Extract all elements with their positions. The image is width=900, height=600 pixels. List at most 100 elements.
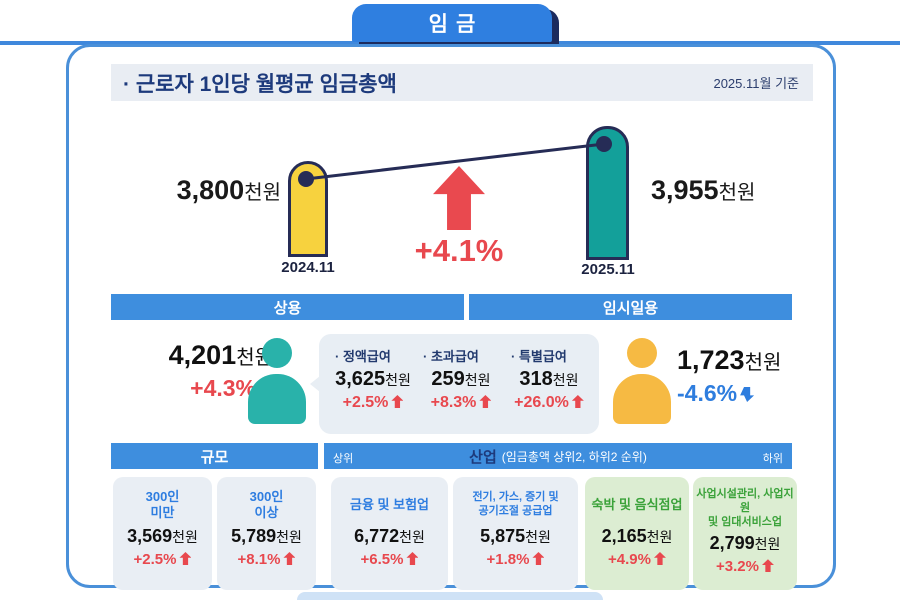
industry-note: (임금총액 상위2, 하위2 순위)	[501, 449, 647, 464]
stat-card-title: 숙박 및 음식점업	[591, 496, 683, 512]
breakdown-change: +2.5%	[329, 394, 417, 412]
up-arrow-icon	[283, 552, 296, 565]
stat-unit: 천원	[172, 529, 198, 545]
regular-number: 4,201	[168, 340, 237, 370]
stat-card-over300: 300인 이상 5,789천원 +8.1%	[217, 477, 316, 590]
stat-change-text: +6.5%	[360, 551, 404, 568]
stat-number: 3,569	[127, 526, 173, 546]
stat-number: 6,772	[354, 526, 400, 546]
stat-card-title: 300인 이상	[249, 488, 284, 520]
stat-card-value: 2,799천원	[693, 533, 797, 554]
main-card: · 근로자 1인당 월평균 임금총액 2025.11월 기준 3,800천원 2…	[66, 44, 836, 590]
increase-arrow-icon	[433, 166, 485, 230]
breakdown-value: 318천원	[505, 368, 593, 391]
stat-card-change: +3.2%	[693, 558, 797, 575]
header-size: 규모	[111, 443, 318, 469]
stat-card-value: 5,875천원	[453, 526, 578, 547]
temporary-change-text: -4.6%	[677, 380, 738, 406]
stat-unit: 천원	[646, 529, 673, 545]
person-torso	[613, 374, 671, 424]
up-arrow-icon	[479, 395, 492, 408]
person-head	[262, 338, 292, 368]
next-section-tab-hint	[297, 592, 603, 600]
value-2025: 3,955천원	[651, 175, 841, 206]
stat-card-value: 3,569천원	[113, 526, 212, 547]
period-label-2024: 2024.11	[281, 259, 335, 276]
stat-card-change: +2.5%	[113, 551, 212, 568]
breakdown-number: 259	[431, 368, 465, 390]
breakdown-value: 259천원	[417, 368, 505, 391]
regular-worker-icon	[246, 338, 308, 424]
stat-card-change: +8.1%	[217, 551, 316, 568]
stat-number: 2,165	[601, 526, 647, 546]
breakdown-change: +8.3%	[417, 394, 505, 412]
temporary-wage-value: 1,723천원	[677, 345, 847, 376]
stat-unit: 천원	[399, 529, 425, 545]
breakdown-unit: 천원	[464, 372, 491, 388]
stat-change-text: +3.2%	[716, 558, 759, 576]
breakdown-change: +26.0%	[505, 394, 593, 412]
stat-card-electricity: 전기, 가스, 증기 및 공기조절 공급업 5,875천원 +1.8%	[453, 477, 578, 590]
breakdown-change-text: +26.0%	[514, 394, 569, 411]
value-2025-number: 3,955	[651, 175, 719, 205]
stat-card-change: +4.9%	[585, 551, 689, 568]
stat-card-under300: 300인 미만 3,569천원 +2.5%	[113, 477, 212, 590]
breakdown-unit: 천원	[552, 372, 579, 388]
stat-card-title: 전기, 가스, 증기 및 공기조절 공급업	[472, 491, 559, 517]
value-2024: 3,800천원	[89, 175, 281, 206]
breakdown-item: · 특별급여 318천원 +26.0%	[505, 346, 593, 434]
stat-number: 2,799	[709, 533, 755, 554]
down-arrow-icon	[740, 387, 755, 402]
value-2024-unit: 천원	[244, 182, 281, 204]
breakdown-item: · 정액급여 3,625천원 +2.5%	[329, 346, 417, 434]
top2-label: 상위	[333, 453, 354, 465]
header-regular: 상용	[111, 294, 464, 320]
temporary-change: -4.6%	[677, 380, 847, 407]
stat-card-change: +1.8%	[453, 551, 578, 568]
stat-card-accommodation: 숙박 및 음식점업 2,165천원 +4.9%	[585, 477, 689, 590]
person-head	[627, 338, 657, 368]
temporary-number: 1,723	[677, 345, 745, 375]
title-band: · 근로자 1인당 월평균 임금총액 2025.11월 기준	[111, 64, 813, 101]
up-arrow-icon	[761, 559, 774, 573]
breakdown-label: · 특별급여	[511, 349, 567, 364]
page-title: · 근로자 1인당 월평균 임금총액	[123, 72, 397, 96]
up-arrow-icon	[179, 552, 192, 565]
value-2025-unit: 천원	[718, 182, 756, 204]
temporary-unit: 천원	[744, 352, 782, 374]
stat-change-text: +2.5%	[133, 551, 177, 568]
stat-card-title: 사업시설관리, 사업지원 및 임대서비스업	[696, 488, 794, 528]
stat-unit: 천원	[276, 529, 302, 545]
up-arrow-icon	[532, 552, 545, 565]
top-divider-line	[0, 41, 900, 45]
stat-card-title: 300인 미만	[145, 488, 180, 520]
stat-change-text: +4.9%	[608, 551, 651, 568]
stat-card-change: +6.5%	[331, 551, 448, 568]
up-arrow-icon	[653, 552, 666, 565]
breakdown-item: · 초과급여 259천원 +8.3%	[417, 346, 505, 434]
stat-card-value: 2,165천원	[585, 526, 689, 547]
section-tab-label: 임금	[428, 13, 484, 36]
bar-2024	[288, 161, 328, 257]
up-arrow-icon	[391, 395, 404, 408]
stat-card-facility-mgmt: 사업시설관리, 사업지원 및 임대서비스업 2,799천원 +3.2%	[693, 477, 797, 590]
person-torso	[248, 374, 306, 424]
breakdown-label: · 정액급여	[335, 349, 391, 364]
breakdown-change-text: +2.5%	[342, 394, 389, 411]
breakdown-value: 3,625천원	[329, 368, 417, 391]
breakdown-label: · 초과급여	[423, 349, 479, 364]
header-temporary: 임시일용	[469, 294, 792, 320]
as-of-date: 2025.11월 기준	[713, 76, 799, 91]
stat-number: 5,789	[231, 526, 277, 546]
breakdown-change-text: +8.3%	[430, 394, 477, 411]
stat-number: 5,875	[480, 526, 526, 546]
temporary-worker-icon	[611, 338, 673, 424]
stat-change-text: +8.1%	[237, 551, 281, 568]
regular-change-text: +4.3%	[190, 375, 256, 401]
bottom2-label: 하위	[762, 453, 783, 465]
stat-change-text: +1.8%	[486, 551, 530, 568]
industry-title: 산업	[469, 448, 497, 466]
temporary-wage: 1,723천원 -4.6%	[677, 345, 847, 407]
up-arrow-icon	[406, 552, 419, 565]
